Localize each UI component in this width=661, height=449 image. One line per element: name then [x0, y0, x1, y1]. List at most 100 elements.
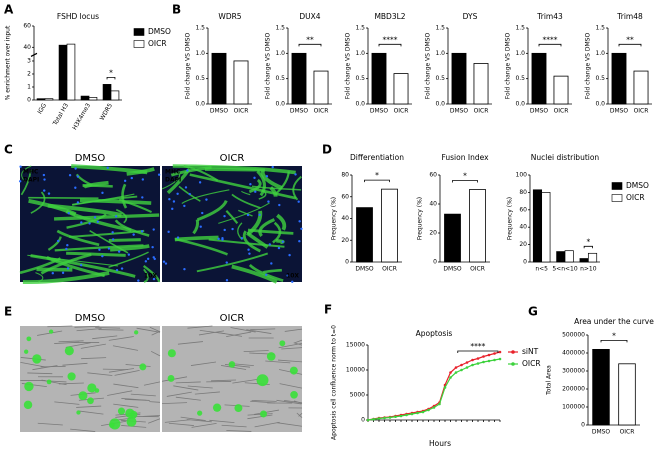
cell [107, 390, 133, 396]
bar [233, 60, 249, 105]
y-tick-label: 0.0 [515, 101, 525, 108]
series-point [366, 418, 370, 422]
series-point [498, 350, 502, 354]
nucleus [66, 267, 70, 270]
stain-label: DAPI [23, 177, 39, 184]
series-point [427, 408, 430, 412]
significance-bracket [364, 179, 390, 183]
cell [95, 327, 121, 329]
cell [168, 422, 194, 426]
apoptotic-cell [87, 397, 94, 405]
y-tick-label: 40 [341, 215, 349, 222]
cell [250, 328, 276, 331]
significance-bracket [298, 43, 322, 47]
chart-title: DUX4 [299, 12, 320, 21]
nucleus [258, 213, 261, 217]
series-point [487, 359, 491, 363]
series-point [410, 412, 414, 416]
y-tick-label: 0 [523, 259, 527, 266]
x-tick-label: Total H3 [51, 102, 70, 128]
cell [226, 430, 252, 432]
myotube [231, 264, 278, 284]
stain-label: DAPI [165, 177, 181, 184]
myotube [89, 229, 129, 254]
bar [356, 207, 373, 263]
myotube [276, 213, 287, 231]
stain-label: MHC [165, 169, 181, 176]
bar [564, 250, 574, 263]
series-point [476, 357, 480, 360]
x-tick-label: DMSO [370, 108, 389, 115]
y-tick-label: 0.5 [515, 75, 525, 82]
bar [618, 363, 636, 426]
nucleus [297, 200, 300, 203]
cell [74, 325, 100, 328]
nucleus [247, 248, 250, 251]
bar [80, 95, 90, 101]
series-point [465, 366, 469, 369]
bar [531, 52, 547, 105]
y-axis-label: Frequency (%) [417, 197, 424, 240]
panel-letter: E [4, 305, 12, 319]
myotube [269, 186, 278, 197]
nucleus [201, 211, 204, 215]
y-tick-label: 500000 [562, 332, 585, 339]
cell [294, 339, 303, 344]
series-point [449, 376, 452, 379]
y-axis-label: % enrichment over input [5, 25, 12, 100]
apoptotic-cell [48, 329, 54, 334]
significance-bracket [106, 76, 116, 80]
nucleus [157, 173, 161, 176]
series-point [476, 362, 480, 365]
myotube [82, 184, 113, 188]
cell [166, 391, 192, 397]
cell [211, 379, 237, 382]
nucleus [114, 215, 118, 218]
myotube [54, 213, 160, 221]
y-tick-label: 3 [27, 57, 31, 64]
nucleus [141, 196, 144, 199]
x-tick-label: DMSO [210, 108, 229, 115]
y-tick-label: 80 [341, 172, 349, 179]
myotube [208, 238, 285, 248]
nucleus [79, 263, 83, 267]
cell [221, 424, 247, 428]
bar [36, 98, 46, 101]
cell [180, 416, 206, 421]
nucleus [141, 178, 145, 181]
significance-label: * [109, 68, 113, 77]
x-tick-label: DMSO [450, 108, 469, 115]
series-point [471, 358, 474, 362]
y-tick-label: 0.5 [195, 75, 205, 82]
y-tick-label: 60 [23, 23, 31, 30]
nucleus [80, 221, 83, 224]
nucleus [61, 271, 65, 275]
myotube [79, 198, 152, 205]
cell [278, 342, 303, 349]
y-tick-label: 0.0 [275, 101, 285, 108]
nucleus [98, 248, 101, 251]
nucleus [268, 243, 272, 246]
nucleus [127, 253, 131, 256]
bar [611, 52, 627, 105]
significance-bracket [538, 43, 562, 47]
nucleus [286, 274, 289, 277]
nucleus [186, 169, 189, 172]
y-tick-label: 5000 [350, 392, 365, 399]
nucleus [176, 236, 180, 239]
myotube [110, 244, 150, 252]
y-axis-label: Frequency (%) [331, 197, 338, 240]
myotube [108, 251, 149, 268]
nucleus [106, 166, 109, 170]
image-title: OICR [220, 153, 245, 164]
series-point [383, 416, 386, 420]
x-axis-label: Hours [429, 439, 451, 448]
series-point [432, 406, 436, 409]
y-tick-label: 0 [433, 259, 437, 266]
cell [209, 419, 235, 423]
cell [254, 421, 280, 428]
y-tick-label: 0.5 [275, 75, 285, 82]
myotube [218, 202, 270, 224]
apoptotic-cell [23, 400, 33, 410]
nucleus [277, 246, 281, 250]
